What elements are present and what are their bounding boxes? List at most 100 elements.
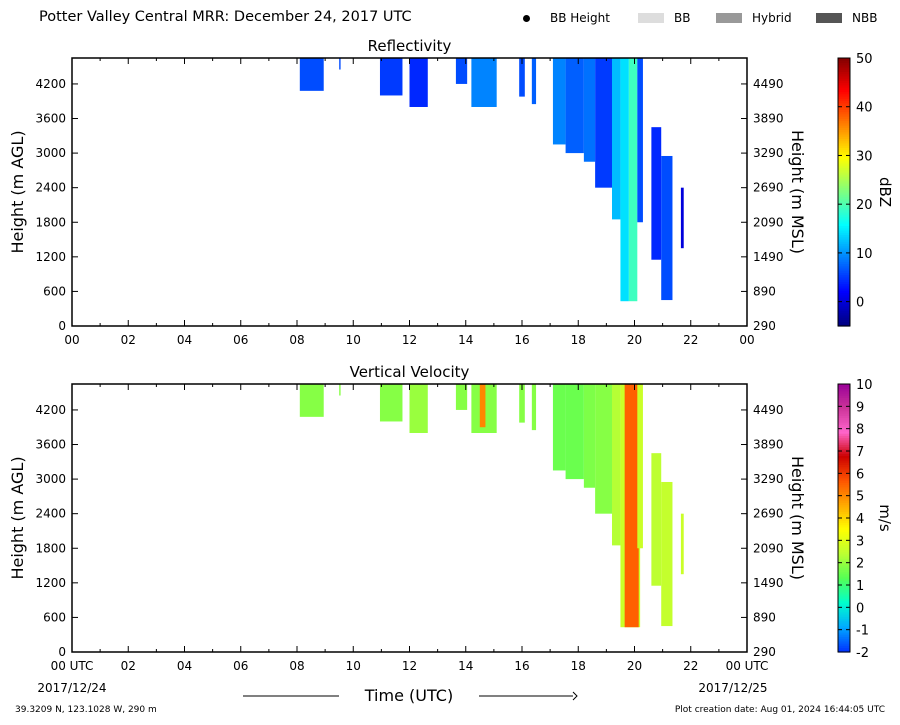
x-tick-label: 00 UTC [51, 659, 94, 673]
y-tick-label: 1800 [35, 541, 66, 555]
colorbar-band [838, 573, 850, 577]
echo-cell [583, 384, 596, 488]
colorbar-tick-label: 20 [856, 198, 873, 213]
x-tick-label: 20 [627, 333, 642, 347]
colorbar-band [838, 252, 850, 256]
colorbar-band [838, 576, 850, 579]
colorbar-band [838, 283, 850, 287]
colorbar-band [838, 442, 850, 445]
echo-cell [628, 58, 638, 302]
colorbar-band [838, 323, 850, 327]
colorbar-band [838, 93, 850, 97]
colorbar-band [838, 549, 850, 553]
colorbar-band [838, 388, 850, 392]
echo-cell [612, 384, 621, 546]
colorbar-band [838, 58, 850, 61]
colorbar-band [838, 82, 850, 86]
y2-tick-label: 290 [753, 645, 776, 659]
colorbar-band [838, 189, 850, 193]
colorbar-band [838, 243, 850, 247]
echo-cell [455, 384, 468, 410]
colorbar-band [838, 484, 850, 488]
y2-tick-label: 4490 [753, 77, 784, 91]
colorbar-band [838, 120, 850, 124]
colorbar-band [838, 589, 850, 593]
colorbar-band [838, 497, 850, 501]
colorbar-band [838, 272, 850, 276]
colorbar-band [838, 480, 850, 483]
colorbar-band [838, 421, 850, 425]
colorbar-band [838, 265, 850, 269]
y2-axis-label: Height (m MSL) [788, 456, 807, 580]
colorbar-band [838, 292, 850, 296]
y2-tick-label: 4490 [753, 403, 784, 417]
x-tick-label: 04 [177, 659, 192, 673]
colorbar-band [838, 319, 850, 323]
echo-cell [339, 58, 341, 70]
legend-nbb: NBB [816, 11, 877, 25]
colorbar-band [838, 149, 850, 153]
y-tick-label: 3000 [35, 146, 66, 160]
colorbar-band [838, 133, 850, 137]
colorbar-band [838, 270, 850, 273]
colorbar-band [838, 515, 850, 519]
colorbar-band [838, 279, 850, 282]
y-tick-label: 1200 [35, 576, 66, 590]
echo-cell [409, 384, 428, 433]
echo-cell [565, 384, 584, 480]
colorbar-tick-label: -1 [856, 624, 869, 639]
colorbar-band [838, 104, 850, 108]
x-tick-label: 14 [458, 659, 473, 673]
colorbar-band [838, 462, 850, 465]
colorbar-tick-label: 3 [856, 534, 864, 549]
colorbar-band [838, 544, 850, 548]
y2-tick-label: 2690 [753, 181, 784, 195]
colorbar-band [838, 256, 850, 260]
colorbar-band [838, 98, 850, 102]
x-tick-label: 00 [739, 333, 754, 347]
y-tick-label: 600 [43, 284, 66, 298]
colorbar-band [838, 227, 850, 231]
colorbar-band [838, 229, 850, 233]
x-tick-label: 22 [683, 333, 698, 347]
colorbar-band [838, 245, 850, 249]
colorbar-band [838, 611, 850, 615]
colorbar-band [838, 643, 850, 646]
colorbar-band [838, 426, 850, 430]
colorbar-band [838, 397, 850, 401]
colorbar-band [838, 145, 850, 148]
y2-tick-label: 2690 [753, 507, 784, 521]
colorbar-band [838, 439, 850, 443]
echo-cell [379, 384, 403, 422]
colorbar-band [838, 263, 850, 267]
colorbar-band [838, 631, 850, 635]
colorbar-band [838, 129, 850, 133]
y-tick-label: 1800 [35, 215, 66, 229]
colorbar-band [838, 417, 850, 421]
colorbar-band [838, 607, 850, 611]
colorbar-band [838, 502, 850, 506]
x-tick-label: 12 [402, 333, 417, 347]
colorbar-band [838, 571, 850, 575]
y2-tick-label: 890 [753, 284, 776, 298]
echo-cell [339, 384, 341, 396]
x-tick-label: 02 [121, 659, 136, 673]
colorbar-band [838, 424, 850, 428]
colorbar-band [838, 142, 850, 146]
colorbar-band [838, 200, 850, 204]
colorbar-band [838, 183, 850, 186]
arrow-head-icon [572, 691, 578, 701]
colorbar-band [838, 187, 850, 191]
colorbar-band [838, 466, 850, 470]
colorbar-band [838, 415, 850, 419]
echo-cell [531, 58, 537, 105]
colorbar-band [838, 294, 850, 298]
colorbar-band [838, 308, 850, 311]
colorbar-band [838, 301, 850, 305]
colorbar-tick-label: 9 [856, 400, 864, 415]
colorbar-band [838, 518, 850, 521]
colorbar-band [838, 80, 850, 84]
colorbar-band [838, 212, 850, 215]
colorbar-band [838, 636, 850, 640]
colorbar-band [838, 500, 850, 503]
